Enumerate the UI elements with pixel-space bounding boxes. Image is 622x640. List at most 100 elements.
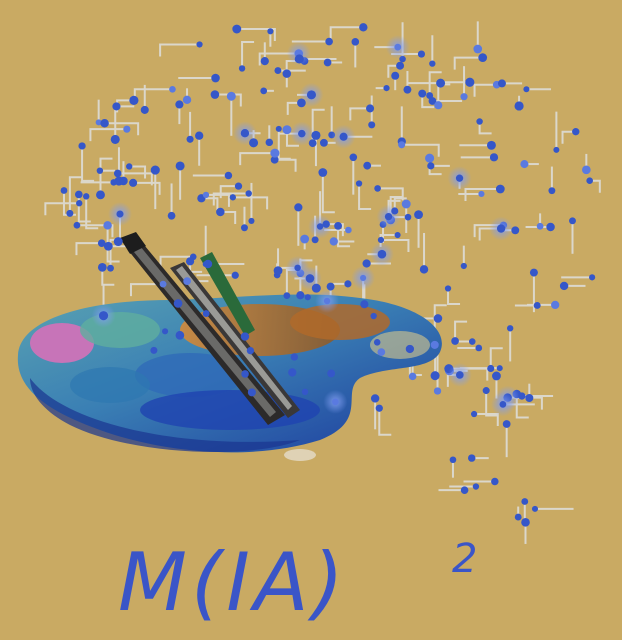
circuit-trace (133, 88, 173, 102)
circuit-node (514, 513, 522, 521)
circuit-trace (129, 283, 164, 297)
circuit-node (523, 86, 530, 93)
circuit-node (202, 191, 210, 199)
circuit-node (408, 372, 417, 381)
circuit-node (162, 328, 169, 335)
circuit-node (119, 176, 128, 186)
circuit-node (270, 148, 280, 158)
circuit-node (323, 297, 331, 305)
circuit-node (210, 90, 220, 99)
circuit-trace (358, 183, 372, 211)
circuit-node (506, 325, 514, 332)
circuit-trace (133, 181, 161, 195)
circuit-node (327, 369, 336, 378)
circuit-node (211, 73, 220, 83)
circuit-node (270, 155, 279, 164)
circuit-node (96, 167, 104, 174)
circuit-node (394, 232, 401, 239)
circuit-node (473, 44, 483, 54)
circuit-node (430, 340, 439, 349)
circuit-node (460, 262, 467, 270)
circuit-trace (220, 210, 237, 224)
circuit-node (486, 140, 496, 150)
circuit-node (298, 129, 306, 138)
circuit-node (553, 146, 560, 153)
circuit-node (360, 274, 367, 281)
circuit-node (478, 53, 488, 63)
circuit-node (569, 217, 576, 225)
circuit-node (487, 364, 495, 373)
circuit-node (455, 174, 464, 182)
circuit-node (173, 299, 183, 308)
circuit-trace (258, 52, 299, 66)
circuit-node (472, 483, 480, 490)
circuit-nodes (60, 23, 596, 527)
circuit-node (499, 400, 507, 408)
circuit-trace (85, 196, 99, 230)
circuit-node (82, 193, 90, 200)
circuit-node (182, 95, 192, 105)
circuit-node (398, 141, 406, 149)
circuit-trace (485, 390, 499, 417)
circuit-trace (117, 172, 153, 186)
circuit-node (586, 177, 593, 185)
circuit-node (434, 101, 443, 110)
circuit-node (283, 292, 291, 300)
circuit-node (429, 60, 436, 67)
circuit-node (234, 182, 243, 190)
circuit-node (533, 301, 541, 309)
circuit-node (288, 368, 297, 377)
circuit-node (97, 239, 106, 247)
circuit-trace (321, 172, 335, 214)
circuit-node (249, 138, 259, 148)
circuit-trace (219, 185, 239, 199)
circuit-node (491, 477, 499, 486)
circuit-trace (89, 128, 127, 142)
circuit-node (167, 211, 176, 220)
circuit-node (430, 371, 440, 381)
circuit-trace (239, 152, 275, 166)
circuit-trace (159, 255, 194, 269)
circuit-node (229, 194, 237, 201)
circuit-node (297, 98, 306, 108)
circuit-trace (75, 242, 102, 256)
circuit-node (468, 454, 476, 462)
circuit-node (495, 184, 505, 194)
circuit-trace (44, 202, 80, 216)
circuit-traces (44, 21, 601, 544)
circuit-node (451, 337, 459, 345)
circuit-node (377, 348, 386, 356)
circuit-node (359, 23, 368, 32)
circuit-trace (99, 157, 113, 195)
circuit-node (374, 185, 381, 192)
circuit-node (129, 178, 138, 187)
circuit-node (195, 131, 204, 140)
circuit-node (433, 387, 442, 395)
circuit-node (468, 338, 476, 345)
circuit-node (428, 97, 437, 105)
circuit-node (110, 134, 120, 144)
circuit-trace (212, 192, 249, 206)
circuit-trace (489, 347, 503, 369)
circuit-trace (106, 225, 120, 263)
circuit-node (521, 518, 530, 527)
circuit-trace (68, 176, 82, 214)
circuit-node (394, 43, 402, 51)
circuit-node (325, 37, 333, 46)
circuit-node (396, 61, 405, 70)
circuit-trace (454, 320, 468, 341)
circuit-node (546, 222, 555, 232)
circuit-node (489, 153, 499, 162)
circuit-node (103, 221, 112, 230)
circuit-node (294, 203, 303, 212)
circuit-node (97, 262, 107, 272)
circuit-node (150, 165, 160, 175)
circuit-trace (447, 288, 461, 305)
circuit-trace (473, 83, 497, 97)
circuit-node (316, 223, 324, 230)
circuit-trace (159, 43, 200, 57)
circuit-node (232, 24, 242, 34)
circuit-node (373, 339, 381, 346)
circuit-trace (478, 121, 492, 135)
circuit-node (362, 259, 371, 268)
